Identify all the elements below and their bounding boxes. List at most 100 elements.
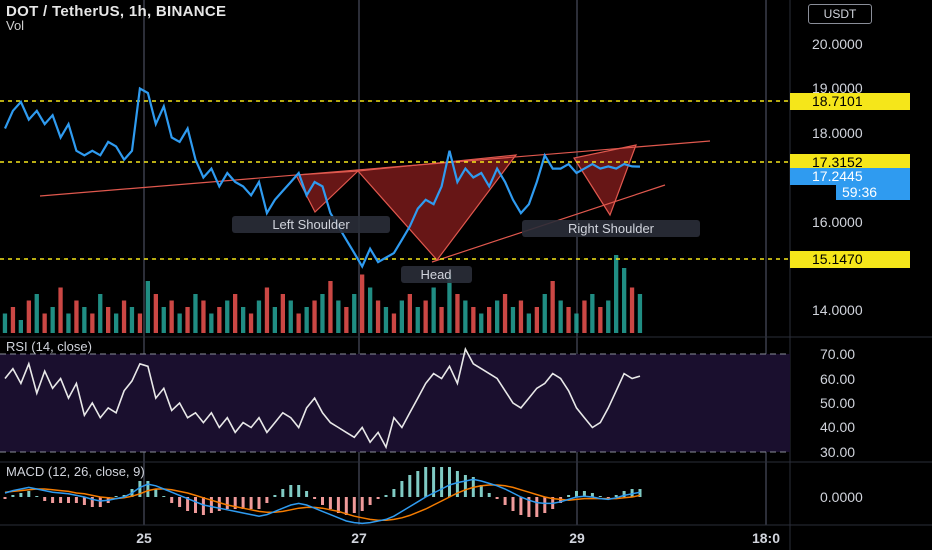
time-axis[interactable]: 25 27 29 18:0 — [136, 530, 780, 546]
macd-histogram-bar — [297, 485, 301, 497]
volume-bar — [121, 300, 127, 333]
volume-label[interactable]: Vol — [6, 18, 25, 33]
volume-bar — [518, 300, 524, 333]
volume-bar — [375, 300, 381, 333]
macd-line[interactable] — [4, 478, 641, 525]
volume-bar — [502, 294, 508, 333]
rsi-tick: 70.00 — [820, 346, 855, 362]
macd-histogram-bar — [146, 481, 150, 497]
macd-histogram-bar — [289, 485, 293, 497]
price-tick: 19.0000 — [812, 80, 863, 96]
volume-bar — [217, 307, 222, 333]
volume-bar — [463, 300, 468, 333]
price-tick: 18.0000 — [812, 125, 863, 141]
macd-histogram-bar — [495, 497, 499, 499]
macd-histogram-bar — [281, 489, 285, 497]
macd-histogram-bar — [241, 497, 245, 509]
volume-bar — [169, 300, 174, 333]
volume-bar — [510, 307, 516, 333]
rsi-tick: 40.00 — [820, 419, 855, 435]
price-series-line[interactable] — [3, 86, 641, 269]
macd-histogram-bar — [582, 491, 586, 497]
annotation-right-shoulder[interactable]: Right Shoulder — [522, 220, 700, 237]
volume-bar — [233, 294, 238, 333]
countdown-badge: 59:36 — [836, 184, 910, 200]
price-tick: 14.0000 — [812, 302, 863, 318]
annotation-head[interactable]: Head — [401, 266, 472, 283]
annotation-left-shoulder[interactable]: Left Shoulder — [232, 216, 390, 233]
macd-title[interactable]: MACD (12, 26, close, 9) — [6, 464, 145, 479]
macd-histogram-bar — [432, 467, 436, 497]
macd-histogram-bar — [392, 489, 396, 497]
svg-text:17.2445: 17.2445 — [812, 168, 863, 184]
macd-histogram-bar — [360, 497, 364, 511]
rsi-title[interactable]: RSI (14, close) — [6, 339, 92, 354]
volume-bar — [145, 281, 150, 333]
macd-histogram-bar — [273, 495, 277, 497]
volume-bar — [272, 307, 277, 333]
volume-bar — [10, 307, 16, 333]
macd-histogram-bar — [114, 496, 118, 497]
macd-histogram-bar — [43, 497, 47, 501]
currency-button[interactable]: USDT — [808, 4, 872, 24]
time-tick: 29 — [569, 530, 585, 546]
volume-bar — [447, 274, 452, 333]
volume-bar — [153, 294, 158, 333]
rsi-axis[interactable]: 70.00 60.00 50.00 40.00 30.00 — [820, 346, 855, 460]
macd-histogram-bar — [400, 481, 404, 497]
macd-histogram-bar — [186, 497, 190, 511]
macd-histogram-bar — [209, 497, 213, 513]
volume-bar — [2, 313, 8, 333]
volume-bar — [280, 294, 285, 333]
macd-histogram-bar — [233, 497, 237, 509]
right-shoulder-region — [573, 144, 637, 217]
rsi-tick: 50.00 — [820, 395, 855, 411]
volume-bar — [336, 300, 341, 333]
current-price-badge: 17.2445 — [790, 168, 910, 185]
volume-bar — [304, 307, 309, 333]
volume-bar — [225, 300, 230, 333]
symbol-title[interactable]: DOT / TetherUS, 1h, BINANCE — [6, 3, 227, 20]
macd-histogram-bar — [74, 497, 78, 503]
macd-histogram-bar — [321, 497, 324, 505]
rsi-series-line[interactable] — [4, 346, 641, 450]
macd-histogram-bar — [376, 497, 380, 499]
price-tick: 20.0000 — [812, 36, 863, 52]
macd-histogram-bar — [138, 481, 142, 497]
level-badge-middle: 17.3152 — [790, 154, 910, 171]
macd-histogram-bar — [194, 497, 197, 513]
macd-histogram-bar — [479, 485, 483, 497]
macd-histogram-bar — [527, 497, 531, 517]
macd-histogram-bar — [98, 497, 102, 507]
volume-bar — [241, 307, 246, 333]
svg-text:Right Shoulder: Right Shoulder — [568, 221, 655, 236]
volume-bar — [185, 307, 190, 333]
macd-histogram-bar — [590, 493, 594, 497]
macd-histogram-bar — [265, 497, 269, 503]
macd-histogram-bar — [463, 475, 467, 497]
volume-bar — [193, 294, 198, 333]
volume-bar — [264, 287, 270, 333]
volume-bar — [312, 300, 317, 333]
volume-bar — [399, 300, 404, 333]
macd-histogram-bar — [519, 497, 523, 515]
volume-bar — [26, 300, 31, 333]
price-axis[interactable]: 20.0000 19.0000 18.0000 16.0000 14.0000 — [812, 36, 863, 318]
macd-signal-line[interactable] — [4, 484, 641, 521]
volume-bar — [614, 255, 619, 333]
volume-bar — [320, 294, 325, 333]
svg-text:15.1470: 15.1470 — [812, 251, 863, 267]
macd-histogram-bar — [59, 497, 63, 503]
macd-histogram-bar — [638, 489, 642, 497]
macd-histogram-bar — [51, 497, 55, 503]
volume-bar — [177, 313, 182, 333]
volume-bar — [129, 307, 135, 333]
macd-histogram-bar — [630, 489, 634, 497]
macd-histogram-bar — [305, 491, 309, 497]
volume-bar — [407, 294, 412, 333]
neckline-trendline[interactable] — [39, 140, 711, 197]
rsi-tick: 60.00 — [820, 371, 855, 387]
macd-histogram-bar — [344, 497, 348, 515]
